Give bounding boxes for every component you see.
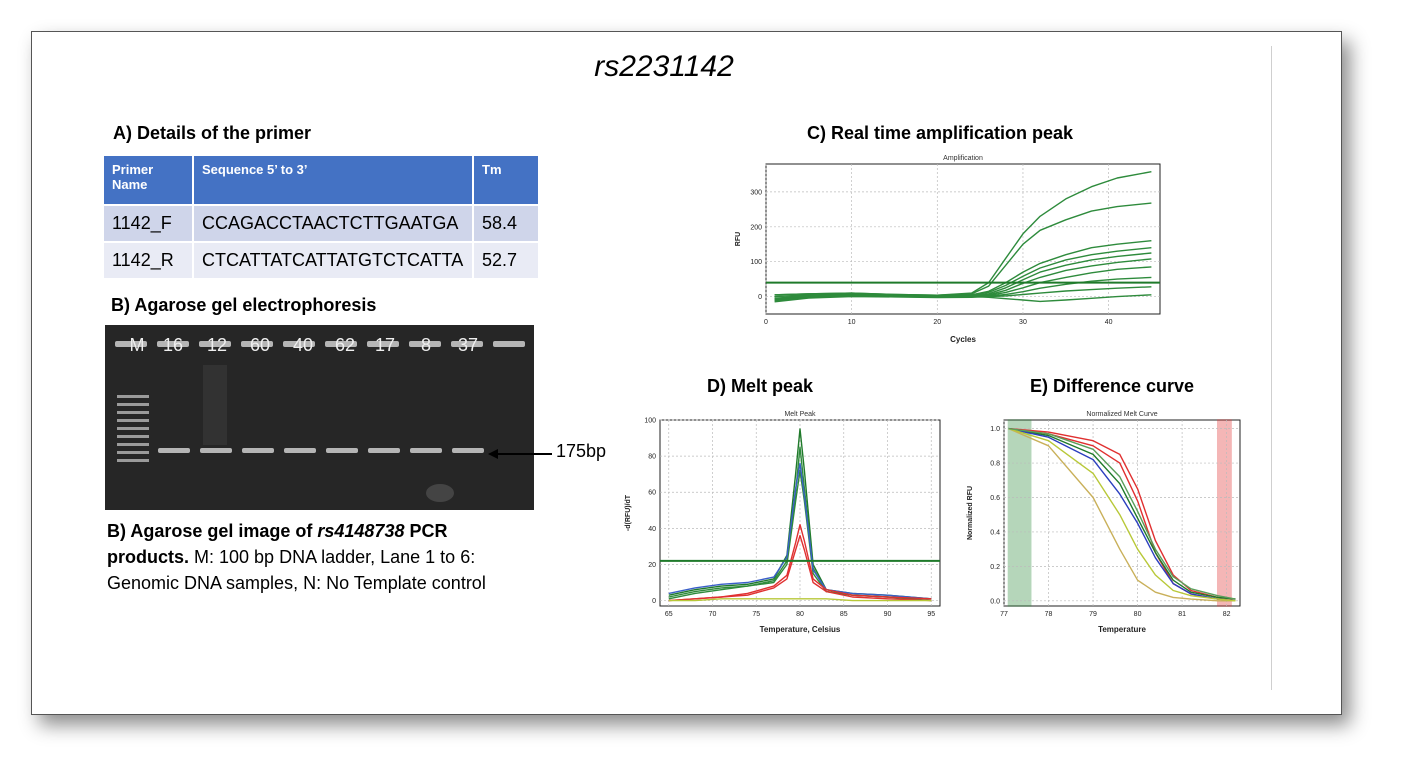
section-e-heading: E) Difference curve (1030, 376, 1195, 396)
primer-table: Primer Name Sequence 5’ to 3’ Tm 1142_F … (104, 156, 538, 278)
y-tick-label: 0.0 (990, 598, 1000, 605)
x-tick-label: 0 (764, 319, 768, 326)
x-tick-label: 20 (933, 319, 941, 326)
header-primer-name: Primer Name (104, 156, 194, 205)
primer-sequence: CCAGACCTAACTCTTGAATGA (193, 204, 474, 242)
lane-label: 16 (162, 335, 184, 355)
x-axis-label: Temperature (1098, 625, 1146, 634)
chart-2: Normalized Melt Curve 77 78 79 80 81 82 0.0 0.2 0… (967, 411, 1241, 634)
y-tick-label: 0.8 (990, 461, 1000, 468)
y-axis-label: RFU (735, 232, 742, 246)
section-d-heading: D) Melt peak (707, 376, 814, 396)
page-title: rs2231142 (594, 50, 734, 83)
series-line (1008, 427, 1236, 602)
band-size-label: 175bp (556, 441, 607, 461)
gel-image: M 16 12 60 40 62 17 8 37 (105, 325, 534, 510)
series-line (1008, 427, 1236, 600)
caption-snp: rs4148738 (317, 521, 405, 541)
lane-label: 40 (292, 335, 314, 355)
gel-caption: B) Agarose gel image of rs4148738 PCR pr… (107, 518, 527, 596)
y-tick-label: 0 (652, 598, 656, 605)
y-tick-label: 0.2 (990, 564, 1000, 571)
x-axis-label: Temperature, Celsius (760, 625, 841, 634)
x-tick-label: 81 (1178, 611, 1186, 618)
primer-sequence: CTCATTATCATTATGTCTCATTA (193, 241, 474, 278)
caption-bold-a: B) Agarose gel image of (107, 521, 318, 541)
chart-title: Normalized Melt Curve (1086, 411, 1157, 418)
y-tick-label: 0.6 (990, 495, 1000, 502)
chart-0: Amplification 0 10 20 30 40 0 100 200 300 Cycles RF… (735, 155, 1161, 344)
lane-label: M (129, 335, 145, 355)
y-tick-label: 1.0 (990, 426, 1000, 433)
primer-name: 1142_R (104, 241, 194, 278)
x-tick-label: 80 (796, 611, 804, 618)
primer-tm: 58.4 (473, 204, 538, 242)
series-line (1008, 427, 1236, 600)
primer-name: 1142_F (104, 204, 194, 242)
section-c-heading: C) Real time amplification peak (807, 123, 1074, 143)
section-b-heading: B) Agarose gel electrophoresis (111, 295, 377, 315)
highlight-region (1007, 419, 1032, 607)
y-tick-label: 100 (644, 418, 656, 425)
x-tick-label: 77 (1000, 611, 1008, 618)
gel-bands (115, 341, 525, 502)
series-line (1008, 427, 1236, 602)
y-tick-label: 40 (648, 526, 656, 533)
x-tick-label: 70 (709, 611, 717, 618)
plot-frame (765, 163, 1161, 315)
x-tick-label: 40 (1105, 319, 1113, 326)
series-line (774, 294, 1152, 303)
series-line (774, 286, 1152, 303)
x-tick-label: 75 (752, 611, 760, 618)
series-line (1008, 427, 1236, 600)
x-tick-label: 95 (927, 611, 935, 618)
series-line (668, 598, 932, 602)
x-tick-label: 90 (884, 611, 892, 618)
chart-title: Amplification (943, 155, 983, 162)
table-row: 1142_F CCAGACCTAACTCTTGAATGA 58.4 (104, 204, 538, 242)
header-tm: Tm (473, 156, 538, 205)
caption-bold-b: PCR products. (107, 521, 448, 567)
y-tick-label: 0.4 (990, 529, 1000, 536)
y-tick-label: 100 (750, 259, 762, 266)
x-tick-label: 82 (1223, 611, 1231, 618)
x-tick-label: 10 (848, 319, 856, 326)
y-tick-label: 0 (758, 294, 762, 301)
lane-label: 17 (374, 335, 396, 355)
lane-label: 8 (420, 335, 431, 355)
plot-frame (1003, 419, 1241, 607)
chart-1: Melt Peak 65 70 75 80 85 90 95 0 20 40 60 80 100 Tempe… (625, 411, 941, 634)
lane-label: 60 (249, 335, 271, 355)
primer-tm: 52.7 (473, 241, 538, 278)
x-tick-label: 30 (1019, 319, 1027, 326)
table-row: 1142_R CTCATTATCATTATGTCTCATTA 52.7 (104, 241, 538, 278)
y-tick-label: 60 (648, 490, 656, 497)
x-tick-label: 85 (840, 611, 848, 618)
lane-label: 62 (334, 335, 356, 355)
table-header-row: Primer Name Sequence 5’ to 3’ Tm (104, 156, 538, 205)
lane-label: 12 (206, 335, 228, 355)
x-axis-label: Cycles (950, 335, 976, 344)
band-arrow-icon (488, 449, 552, 459)
y-axis-label: Normalized RFU (967, 486, 974, 540)
y-axis-label: -d(RFU)/dT (625, 494, 632, 531)
chart-title: Melt Peak (784, 411, 816, 418)
y-tick-label: 80 (648, 454, 656, 461)
divider (1271, 46, 1272, 690)
caption-text: M: 100 bp DNA ladder, Lane 1 to 6: Genom… (107, 547, 486, 593)
series-line (668, 534, 932, 602)
series-line (1008, 427, 1236, 602)
section-a-heading: A) Details of the primer (113, 123, 312, 143)
x-tick-label: 79 (1089, 611, 1097, 618)
x-tick-label: 78 (1045, 611, 1053, 618)
x-tick-label: 80 (1134, 611, 1142, 618)
lane-label: 37 (457, 335, 479, 355)
y-tick-label: 20 (648, 562, 656, 569)
highlight-region (1216, 419, 1232, 607)
y-tick-label: 200 (750, 224, 762, 231)
y-tick-label: 300 (750, 189, 762, 196)
series-line (668, 462, 932, 600)
header-sequence: Sequence 5’ to 3’ (193, 156, 474, 205)
x-tick-label: 65 (665, 611, 673, 618)
